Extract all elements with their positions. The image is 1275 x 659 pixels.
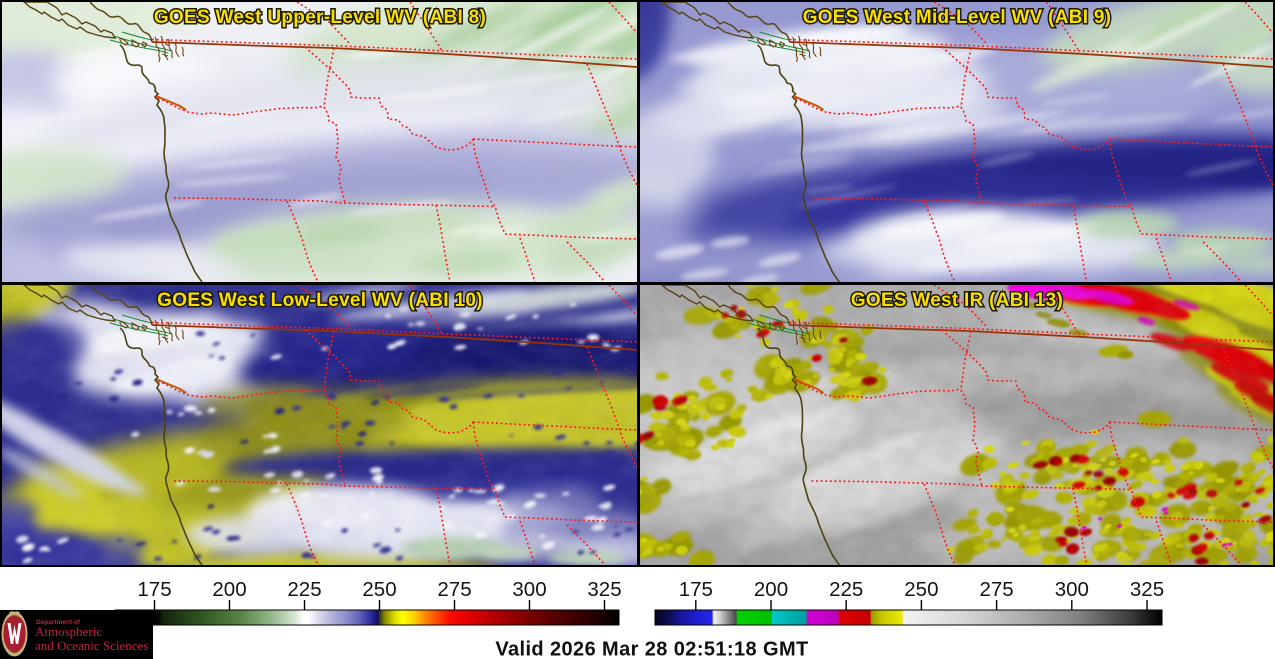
svg-text:300: 300	[1055, 578, 1089, 601]
svg-text:325: 325	[1130, 578, 1164, 601]
svg-text:250: 250	[362, 578, 396, 601]
svg-text:Department of: Department of	[36, 619, 81, 626]
svg-text:175: 175	[679, 578, 713, 601]
svg-text:GOES West IR (ABI 13): GOES West IR (ABI 13)	[851, 290, 1063, 311]
svg-text:250: 250	[904, 578, 938, 601]
svg-text:and Oceanic Sciences: and Oceanic Sciences	[35, 638, 148, 653]
svg-text:200: 200	[754, 578, 788, 601]
svg-text:Valid 2026 Mar 28 02:51:18 GMT: Valid 2026 Mar 28 02:51:18 GMT	[495, 639, 808, 659]
svg-text:GOES West Low-Level WV (ABI 10: GOES West Low-Level WV (ABI 10)	[157, 290, 483, 311]
svg-text:275: 275	[437, 578, 471, 601]
svg-text:275: 275	[979, 578, 1013, 601]
svg-text:225: 225	[287, 578, 321, 601]
svg-text:GOES West Upper-Level WV (ABI: GOES West Upper-Level WV (ABI 8)	[154, 7, 486, 28]
svg-text:300: 300	[512, 578, 546, 601]
svg-text:175: 175	[137, 578, 171, 601]
svg-text:Atmospheric: Atmospheric	[35, 624, 102, 639]
svg-text:200: 200	[212, 578, 246, 601]
svg-text:325: 325	[587, 578, 621, 601]
svg-text:225: 225	[829, 578, 863, 601]
svg-text:GOES West Mid-Level WV (ABI 9): GOES West Mid-Level WV (ABI 9)	[803, 7, 1112, 28]
